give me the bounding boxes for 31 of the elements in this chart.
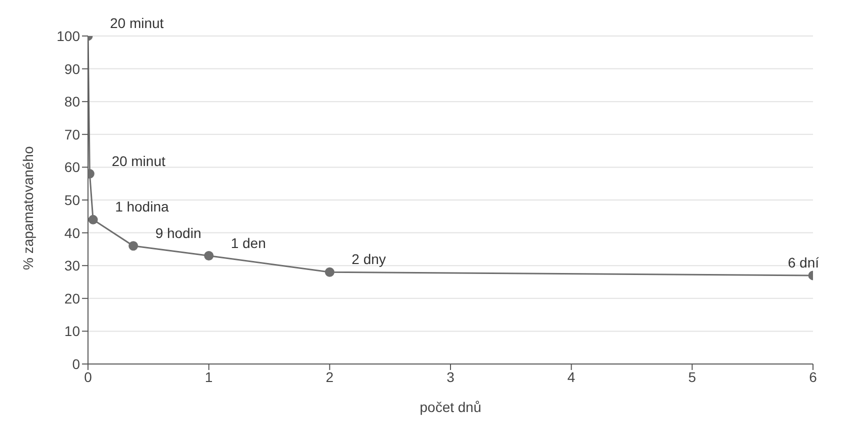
- annotation: 9 hodin: [155, 224, 202, 241]
- y-tick-label: 40: [64, 224, 80, 241]
- y-tick-label: 0: [72, 356, 80, 372]
- annotation: 20 minut: [110, 15, 164, 31]
- y-axis-title: % zapamatovaného: [20, 146, 36, 270]
- x-tick-label: 4: [567, 368, 576, 385]
- x-tick-label: 2: [326, 368, 334, 385]
- x-axis-title: počet dnů: [420, 399, 482, 415]
- y-tick-label: 30: [64, 258, 80, 274]
- annotation: 1 den: [230, 234, 266, 251]
- x-tick-label: 5: [688, 368, 696, 385]
- y-tick-label: 90: [64, 60, 80, 77]
- x-tick-label: 6: [809, 368, 818, 385]
- y-tick-label: 70: [64, 126, 80, 142]
- point: [204, 251, 214, 261]
- x-tick-label: 0: [84, 368, 92, 385]
- annotation: 1 hodina: [115, 198, 170, 215]
- y-tick-label: 10: [64, 323, 80, 340]
- x-tick-label: 1: [204, 368, 213, 385]
- x-tick-label: 3: [446, 368, 455, 385]
- y-tick-label: 50: [64, 192, 80, 208]
- y-tick-label: 80: [64, 94, 80, 110]
- annotation: 20 minut: [112, 152, 166, 169]
- point: [88, 214, 98, 224]
- y-tick-label: 60: [64, 159, 80, 176]
- annotation: 2 dny: [352, 251, 386, 268]
- point: [128, 241, 138, 251]
- y-tick-label: 20: [64, 290, 80, 306]
- point: [324, 267, 334, 277]
- annotation: 6 dní: [788, 254, 820, 270]
- y-tick-label: 100: [56, 28, 80, 44]
